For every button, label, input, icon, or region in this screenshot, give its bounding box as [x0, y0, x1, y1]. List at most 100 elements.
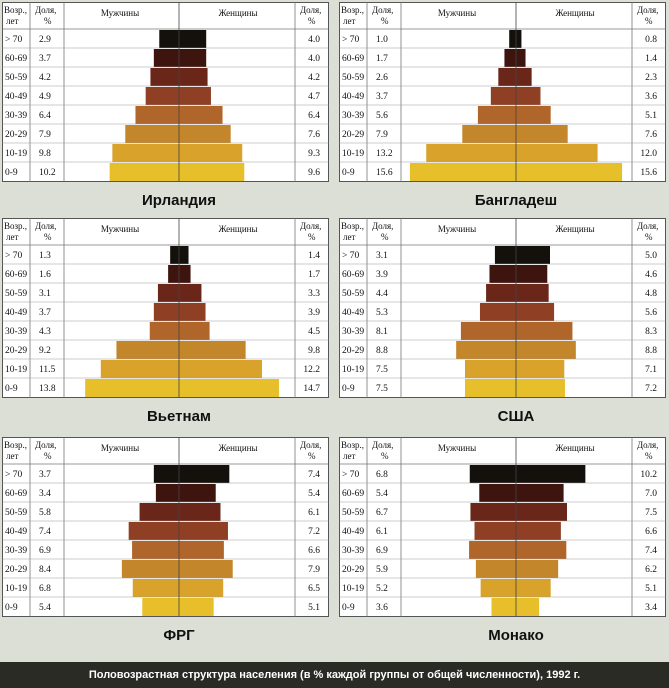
age-label: > 70 [5, 470, 22, 480]
share-header-line2: % [308, 232, 316, 242]
women-share-value: 3.9 [308, 308, 320, 318]
bar-men-60-69 [479, 484, 516, 502]
bar-women-> 70 [516, 246, 550, 264]
bar-women-0-9 [179, 598, 214, 616]
share-header-line1: Доля, [372, 221, 393, 231]
bar-men-10-19 [112, 144, 179, 162]
bar-men-30-39 [477, 106, 516, 124]
women-share-value: 9.8 [308, 346, 320, 356]
men-share-value: 7.4 [39, 527, 51, 537]
share-header-line2: % [645, 451, 653, 461]
men-share-value: 3.1 [376, 251, 388, 261]
bar-men-50-59 [498, 68, 516, 86]
bar-men-0-9 [142, 598, 179, 616]
bar-men-> 70 [170, 246, 179, 264]
bar-men-40-49 [474, 522, 516, 540]
bar-men-> 70 [494, 246, 516, 264]
men-share-value: 6.8 [376, 470, 388, 480]
women-share-value: 3.6 [645, 92, 657, 102]
age-header-line1: Возр., [4, 221, 27, 231]
men-share-value: 2.9 [39, 35, 51, 45]
bar-women-30-39 [516, 541, 567, 559]
age-label: 10-19 [342, 584, 364, 594]
men-share-value: 5.8 [39, 508, 51, 518]
age-header-line2: лет [6, 232, 18, 242]
bar-women-30-39 [516, 322, 573, 340]
women-share-value: 6.6 [645, 527, 657, 537]
women-share-value: 5.1 [308, 603, 320, 613]
women-share-value: 5.1 [645, 584, 657, 594]
men-share-value: 5.9 [376, 565, 388, 575]
age-header-line1: Возр., [4, 440, 27, 450]
women-share-value: 1.4 [645, 54, 657, 64]
share-header-line1: Доля, [372, 5, 393, 15]
age-label: 60-69 [5, 489, 27, 499]
bar-men-40-49 [490, 87, 516, 105]
men-share-value: 7.5 [376, 365, 388, 375]
age-label: 20-29 [342, 565, 364, 575]
bar-women-50-59 [179, 284, 202, 302]
men-share-value: 4.4 [376, 289, 388, 299]
men-share-value: 6.9 [376, 546, 388, 556]
men-share-value: 3.7 [376, 92, 388, 102]
women-share-value: 8.8 [645, 346, 657, 356]
figure-caption: Половозрастная структура населения (в % … [0, 662, 669, 688]
age-header-line1: Возр., [341, 5, 364, 15]
age-label: 30-39 [5, 327, 27, 337]
share-header-line1: Доля, [637, 221, 658, 231]
women-header: Женщины [218, 8, 257, 18]
bar-women-0-9 [179, 379, 279, 397]
bar-women-60-69 [179, 49, 207, 67]
bar-men-60-69 [489, 265, 516, 283]
men-share-value: 15.6 [376, 168, 393, 178]
men-share-value: 6.8 [39, 584, 51, 594]
share-header-line2: % [381, 16, 389, 26]
age-label: > 70 [5, 251, 22, 261]
share-header-line2: % [645, 16, 653, 26]
bar-men-0-9 [465, 379, 516, 397]
age-label: 50-59 [5, 289, 27, 299]
women-share-value: 2.3 [645, 73, 657, 83]
women-share-value: 4.0 [308, 54, 320, 64]
age-label: 50-59 [342, 508, 364, 518]
bar-women-30-39 [179, 322, 210, 340]
men-share-value: 5.4 [39, 603, 51, 613]
bar-women-40-49 [179, 87, 211, 105]
men-header: Мужчины [101, 443, 139, 453]
bar-men-10-19 [426, 144, 516, 162]
bar-women-60-69 [179, 484, 216, 502]
age-header-line2: лет [343, 16, 355, 26]
bar-men-20-29 [116, 341, 179, 359]
share-header-line2: % [44, 451, 52, 461]
bar-men-20-29 [462, 125, 516, 143]
bar-women-20-29 [179, 341, 246, 359]
women-header: Женщины [555, 8, 594, 18]
age-label: 20-29 [5, 130, 27, 140]
age-header-line2: лет [343, 451, 355, 461]
bar-women-10-19 [179, 144, 243, 162]
men-header: Мужчины [438, 8, 476, 18]
age-label: 60-69 [342, 54, 364, 64]
bar-women-20-29 [516, 341, 576, 359]
age-label: 40-49 [5, 92, 27, 102]
men-share-value: 6.9 [39, 546, 51, 556]
men-share-value: 5.3 [376, 308, 388, 318]
women-header: Женщины [555, 443, 594, 453]
women-share-value: 9.6 [308, 168, 320, 178]
share-header-line2: % [645, 232, 653, 242]
bar-men-> 70 [159, 30, 179, 48]
men-share-value: 6.1 [376, 527, 388, 537]
age-header-line1: Возр., [4, 5, 27, 15]
bar-men-60-69 [168, 265, 179, 283]
age-label: 50-59 [342, 73, 364, 83]
age-label: 40-49 [5, 527, 27, 537]
bar-women-> 70 [516, 465, 586, 483]
age-label: > 70 [342, 35, 359, 45]
age-header-line1: Возр., [341, 221, 364, 231]
share-header-line1: Доля, [35, 440, 56, 450]
bar-men-20-29 [475, 560, 516, 578]
bar-women-20-29 [179, 560, 233, 578]
men-share-value: 5.4 [376, 489, 388, 499]
age-label: 20-29 [342, 130, 364, 140]
